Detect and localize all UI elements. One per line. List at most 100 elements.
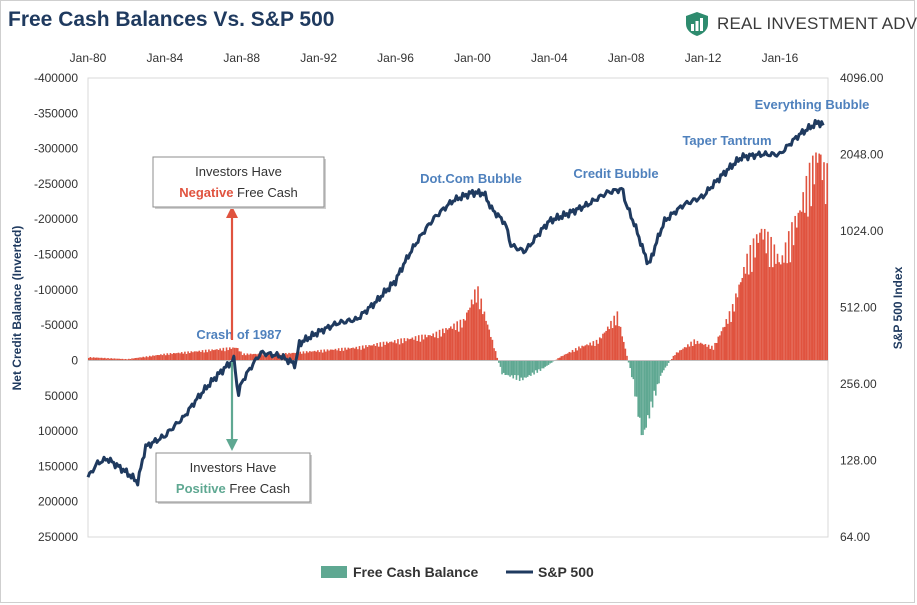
free-cash-bar [425,337,428,361]
free-cash-bar [762,239,764,361]
free-cash-bar [626,355,628,361]
free-cash-bar [209,351,212,361]
free-cash-bar [363,348,366,361]
free-cash-bar [494,351,497,361]
left-tick-label: -300000 [34,142,78,156]
free-cash-bar [408,339,410,361]
free-cash-bar [605,330,607,361]
free-cash-bar [350,347,353,361]
x-tick-label: Jan-80 [70,51,107,65]
annotation-label: Credit Bubble [573,166,658,181]
free-cash-bar [291,352,294,361]
free-cash-bar [807,216,809,361]
free-cash-bar [799,210,801,361]
free-cash-bar [262,355,265,361]
free-cash-bar [92,357,95,361]
free-cash-bar [371,345,374,361]
free-cash-bar [196,351,199,361]
free-cash-bar [595,339,598,361]
free-cash-bar [736,297,739,361]
free-cash-bar [321,352,324,361]
free-cash-bar [345,349,348,361]
free-cash-bar [621,336,623,361]
free-cash-bar [243,353,245,361]
free-cash-bar [542,360,545,369]
free-cash-bar [779,264,782,361]
annotation-label: Everything Bubble [755,97,870,112]
free-cash-bar [137,357,140,361]
callout-box [155,452,311,503]
free-cash-bar [369,345,372,361]
free-cash-bar [421,334,423,361]
free-cash-bar [148,355,151,361]
free-cash-bar [504,360,507,375]
free-cash-bar [520,360,523,378]
free-cash-bar [320,349,322,361]
free-cash-bar [533,360,535,375]
free-cash-bars [88,152,828,436]
free-cash-bar [643,360,646,430]
free-cash-bar [128,358,130,361]
free-cash-bar [217,349,220,361]
free-cash-bar [302,351,305,361]
free-cash-bar [462,318,465,361]
left-axis: -400000 -350000 -300000 -250000 -200000 -1500… [34,71,78,544]
free-cash-bar [775,263,777,361]
free-cash-bar [416,340,418,361]
free-cash-bar [720,331,723,361]
free-cash-bar [624,348,627,361]
free-cash-bar [267,353,269,361]
free-cash-bar [115,358,117,361]
free-cash-bar [687,344,689,361]
brand-name: REAL INVESTMENT ADVICE [717,14,917,33]
free-cash-bar [725,319,728,361]
x-tick-label: Jan-12 [685,51,722,65]
free-cash-bar [331,349,334,361]
free-cash-bar [485,320,487,361]
free-cash-bar [704,344,707,361]
free-cash-bar [400,338,402,361]
free-cash-bar [427,335,430,361]
right-tick-label: 256.00 [840,377,877,391]
free-cash-bar [781,255,784,361]
free-cash-bar [546,360,548,366]
free-cash-bar [368,345,370,361]
free-cash-bar [598,337,601,361]
free-cash-bar [248,354,250,361]
free-cash-bar [544,360,547,367]
free-cash-bar [663,360,665,371]
chart-title: Free Cash Balances Vs. S&P 500 [8,8,335,31]
free-cash-bar [373,344,375,361]
free-cash-bar [675,352,678,361]
callout-line2: Positive Free Cash [176,481,290,496]
free-cash-bar [751,271,753,361]
free-cash-bar [179,353,181,361]
free-cash-bar [251,354,253,361]
free-cash-bar [136,357,138,361]
free-cash-bar [480,298,483,361]
free-cash-bar [347,347,350,361]
free-cash-bar [558,357,561,361]
free-cash-bar [390,341,393,361]
free-cash-bar [365,345,367,361]
free-cash-bar [795,227,798,361]
free-cash-bar [723,326,726,361]
free-cash-bar [574,348,577,361]
free-cash-bar [393,340,396,361]
free-cash-bar [714,342,716,361]
free-cash-bar [163,353,165,361]
right-tick-label: 512.00 [840,301,877,315]
free-cash-bar [252,353,255,361]
x-tick-label: Jan-96 [377,51,414,65]
left-axis-label: Net Credit Balance (Inverted) [10,226,24,391]
free-cash-bar [744,273,747,361]
free-cash-bar [211,349,213,361]
sp500-line [86,119,825,487]
free-cash-bar [773,244,776,361]
free-cash-bar [286,354,289,361]
free-cash-bar [118,358,121,361]
free-cash-bar [201,350,204,361]
free-cash-bar [522,360,524,381]
x-tick-label: Jan-16 [762,51,799,65]
free-cash-bar [648,360,651,419]
